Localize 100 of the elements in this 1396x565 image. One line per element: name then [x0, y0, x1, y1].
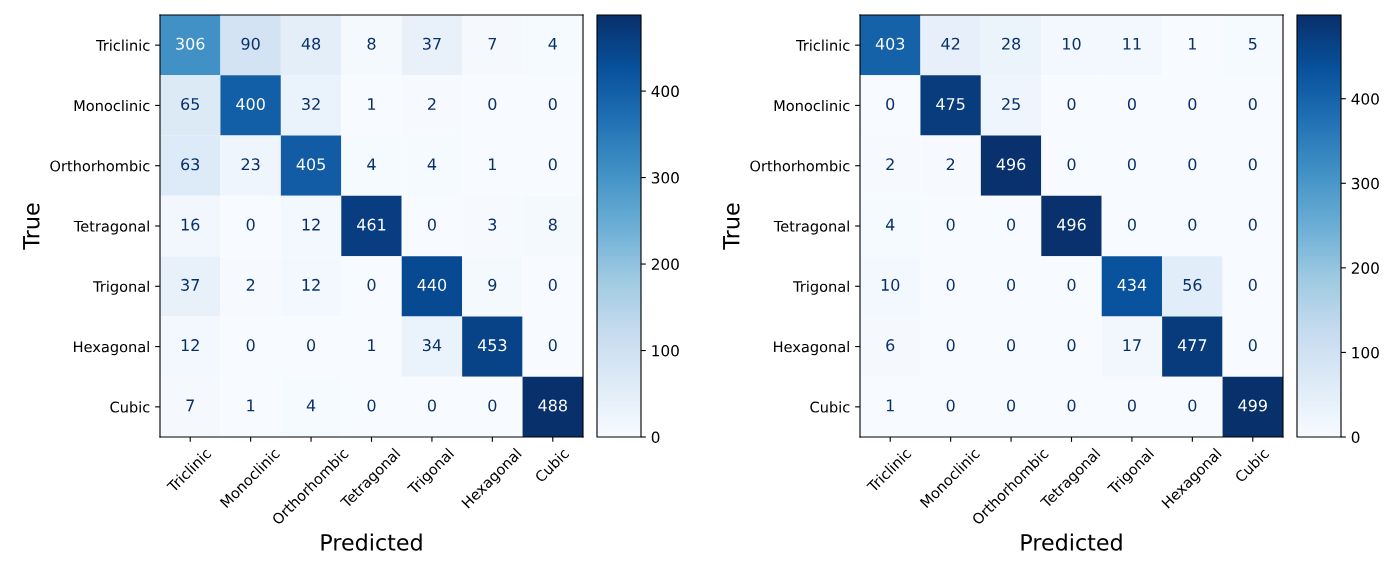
y-tick-label: Triclinic: [96, 39, 150, 51]
data-label: 3: [488, 218, 497, 231]
data-label: 0: [1188, 399, 1197, 412]
data-label: 0: [1067, 339, 1076, 352]
data-label: 4: [367, 158, 376, 171]
data-label: 12: [302, 218, 320, 231]
data-label: 496: [1057, 218, 1086, 231]
y-tick-label: Cubic: [110, 401, 150, 413]
y-tick-label: Triclinic: [796, 39, 850, 51]
data-label: 10: [1063, 37, 1081, 50]
data-label: 8: [367, 37, 376, 50]
color-bar-label: 300: [651, 172, 679, 184]
data-label: 63: [181, 158, 200, 171]
data-label: 0: [886, 97, 895, 111]
data-label: 306: [176, 37, 205, 50]
y-axis-title: True: [723, 203, 740, 250]
data-label: 37: [181, 278, 200, 291]
data-label: 1: [886, 399, 894, 412]
y-tick-label: Monoclinic: [774, 99, 850, 112]
data-label: 0: [548, 339, 557, 352]
color-bar-label: 400: [651, 85, 679, 98]
y-tick-label: Trigonal: [793, 280, 849, 295]
data-label: 1: [489, 158, 496, 171]
data-label: 0: [246, 218, 255, 231]
data-label: 2: [886, 158, 894, 171]
data-label: 499: [1238, 399, 1267, 412]
data-label: 11: [1123, 37, 1141, 50]
color-bar-label: 200: [651, 258, 679, 271]
data-label: 4: [306, 399, 316, 412]
data-label: 2: [246, 278, 255, 291]
y-tick-label: Monoclinic: [74, 99, 150, 112]
data-label: 56: [1183, 278, 1202, 291]
data-label: 440: [417, 278, 447, 291]
data-label: 0: [1127, 97, 1136, 111]
data-label: 400: [236, 97, 265, 111]
x-axis-title: Predicted: [321, 533, 422, 551]
data-label: 4: [548, 37, 557, 50]
data-label: 0: [1248, 97, 1257, 111]
color-bar-label: 0: [651, 431, 660, 444]
data-label: 405: [296, 158, 325, 171]
data-label: 0: [1127, 158, 1136, 171]
data-label: 5: [1248, 37, 1257, 50]
color-bar-label: 100: [1352, 346, 1379, 359]
color-bar-label: 0: [1351, 431, 1360, 444]
data-label: 0: [548, 278, 557, 291]
data-label: 8: [548, 218, 557, 231]
data-label: 0: [488, 97, 497, 111]
data-label: 4: [885, 218, 895, 231]
data-label: 0: [1067, 158, 1076, 171]
data-label: 2: [946, 158, 955, 171]
data-label: 37: [422, 37, 441, 50]
data-label: 0: [1127, 399, 1136, 412]
color-bar-label: 200: [1351, 262, 1379, 274]
data-label: 0: [1248, 158, 1257, 171]
data-label: 90: [241, 37, 260, 50]
data-label: 0: [1248, 278, 1257, 291]
data-label: 0: [1248, 218, 1257, 231]
data-label: 0: [1067, 278, 1076, 291]
data-label: 434: [1117, 278, 1147, 291]
data-label: 0: [946, 399, 955, 412]
data-label: 0: [427, 218, 436, 231]
data-label: 0: [367, 278, 376, 291]
data-label: 0: [1127, 218, 1136, 231]
data-label: 0: [1007, 218, 1016, 231]
y-tick-label: Hexagonal: [74, 341, 149, 356]
data-label: 1: [368, 98, 376, 110]
data-label: 0: [1248, 339, 1257, 352]
data-label: 1: [1189, 37, 1196, 50]
x-axis-title: Predicted: [1021, 533, 1122, 551]
color-bar-label: 300: [1351, 177, 1379, 190]
data-label: 17: [1123, 339, 1141, 351]
y-tick-label: Cubic: [810, 401, 850, 413]
data-label: 10: [881, 278, 900, 291]
data-label: 23: [241, 158, 260, 171]
data-label: 403: [875, 37, 905, 50]
data-label: 4: [427, 158, 437, 171]
data-label: 65: [181, 97, 199, 111]
data-label: 475: [936, 98, 965, 111]
color-bar-label: 100: [652, 344, 679, 357]
data-label: 0: [246, 339, 255, 352]
data-label: 477: [1177, 339, 1207, 351]
data-label: 0: [946, 218, 955, 231]
y-tick-label: Orthorhombic: [750, 160, 850, 172]
data-label: 12: [302, 278, 320, 291]
y-tick-label: Trigonal: [93, 280, 149, 295]
data-label: 0: [1067, 399, 1076, 412]
data-label: 1: [247, 399, 255, 412]
data-label: 6: [886, 339, 895, 352]
data-label: 28: [1002, 37, 1021, 50]
data-label: 7: [186, 399, 194, 412]
data-label: 48: [301, 37, 321, 50]
data-label: 496: [996, 158, 1026, 171]
data-label: 0: [1188, 97, 1197, 111]
data-label: 0: [488, 399, 497, 412]
y-tick-label: Tetragonal: [73, 220, 149, 235]
data-label: 0: [1188, 218, 1197, 231]
data-label: 0: [1067, 97, 1076, 111]
data-label: 25: [1002, 97, 1020, 111]
y-tick-label: Hexagonal: [774, 341, 849, 356]
data-label: 0: [1188, 158, 1197, 171]
